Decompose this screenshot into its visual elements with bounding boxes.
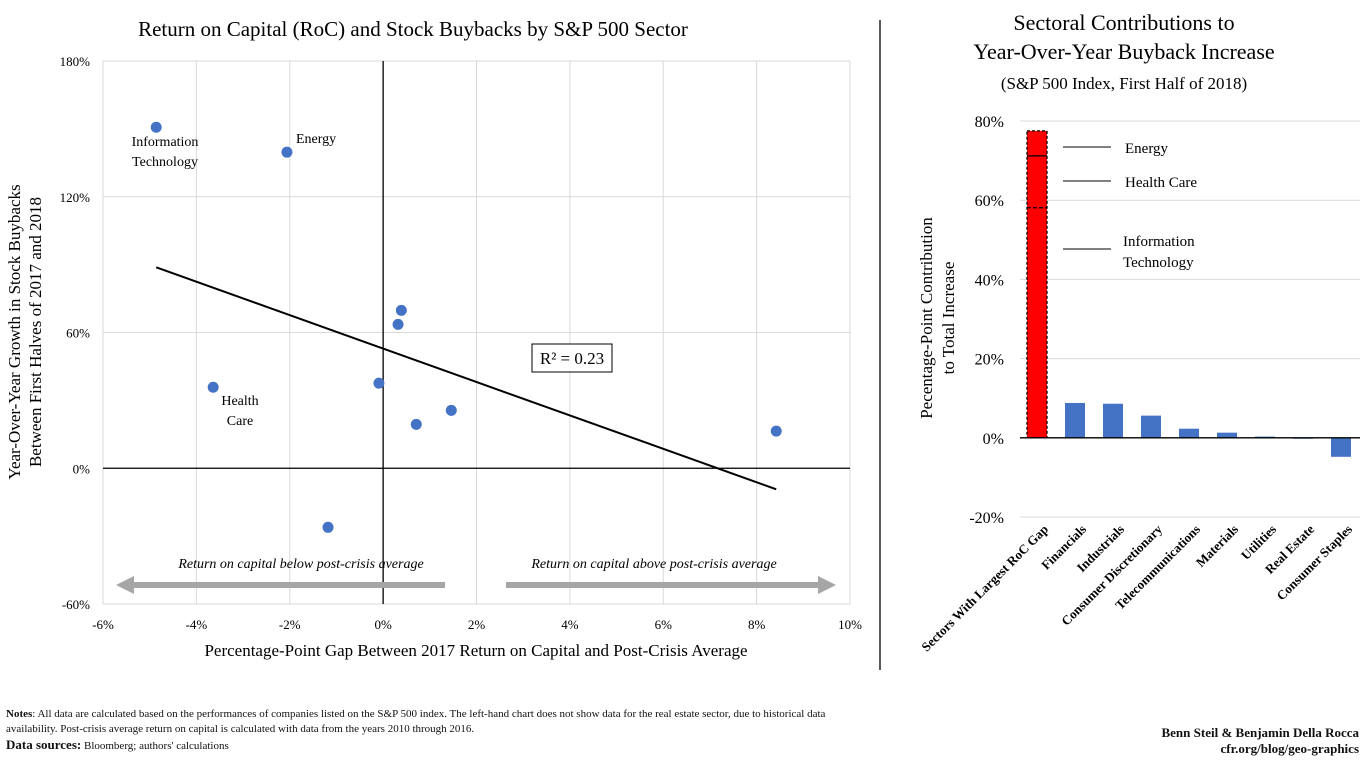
bar-subtitle: (S&P 500 Index, First Half of 2018)	[1001, 74, 1247, 93]
notes-text: : All data are calculated based on the p…	[6, 708, 826, 735]
y-axis-title-line: Year-Over-Year Growth in Stock Buybacks	[5, 184, 24, 479]
bar-y-tick-label: 40%	[975, 272, 1004, 289]
y-tick-label: 60%	[66, 326, 90, 341]
point-label: Health	[221, 394, 258, 409]
y-tick-label: 180%	[60, 54, 91, 69]
sources-label: Data sources:	[6, 737, 82, 752]
bar-category-label: Materials	[1193, 522, 1241, 570]
x-tick-label: 6%	[655, 617, 673, 632]
bar-y-tick-label: 60%	[975, 193, 1004, 210]
point-label: Energy	[296, 132, 336, 147]
scatter-point	[373, 377, 385, 389]
bar	[1217, 432, 1237, 438]
bar-y-tick-label: 80%	[975, 114, 1004, 131]
bar-y-axis-title-line: Pecentage-Point Contribution	[917, 217, 936, 419]
bar-sectors-largest-roc-gap	[1026, 130, 1048, 439]
credit: Benn Steil & Benjamin Della Rocca cfr.or…	[1161, 725, 1359, 757]
bar-y-tick-label: 0%	[983, 431, 1004, 448]
x-tick-label: 8%	[748, 617, 766, 632]
scatter-point	[150, 121, 162, 133]
y-tick-label: 120%	[60, 190, 91, 205]
notes: Notes: All data are calculated based on …	[6, 707, 876, 754]
bar-y-tick-label: 20%	[975, 352, 1004, 369]
arrow-right-head	[818, 576, 836, 594]
scatter-point	[395, 304, 407, 316]
sources-text: Bloomberg; authors' calculations	[81, 740, 229, 752]
scatter-point	[322, 521, 334, 533]
arrow-left-head	[116, 576, 134, 594]
bar	[1141, 415, 1161, 438]
y-tick-label: -60%	[62, 597, 90, 612]
segment-label: Health Care	[1125, 175, 1197, 191]
credit-authors: Benn Steil & Benjamin Della Rocca	[1161, 725, 1359, 740]
r2-box	[531, 343, 613, 373]
scatter-point	[770, 425, 782, 437]
point-label: Care	[227, 414, 253, 429]
y-tick-label: 0%	[73, 461, 91, 476]
bar-title: Year-Over-Year Buyback Increase	[973, 39, 1274, 64]
bar	[1065, 402, 1085, 438]
point-label: Information	[132, 135, 199, 150]
bar-category-label: Sectors With Largest RoC Gap	[918, 522, 1051, 655]
x-axis-title: Percentage-Point Gap Between 2017 Return…	[204, 641, 747, 660]
bar	[1103, 403, 1123, 438]
bar	[1179, 428, 1199, 438]
r2-label: R² = 0.23	[540, 349, 604, 368]
segment-label: Technology	[1123, 255, 1194, 271]
bar-y-axis-title: Pecentage-Point Contribution to Total Inc…	[917, 217, 958, 419]
x-tick-label: 0%	[374, 617, 392, 632]
segment-label: Information	[1123, 234, 1195, 250]
annotation-above: Return on capital above post-crisis aver…	[530, 557, 776, 572]
bar-y-tick-label: -20%	[969, 510, 1004, 527]
x-tick-label: -4%	[186, 617, 208, 632]
scatter-point	[207, 381, 219, 393]
scatter-point	[410, 418, 422, 430]
point-label: Technology	[132, 155, 198, 170]
scatter-point	[281, 146, 293, 158]
x-tick-label: -2%	[279, 617, 301, 632]
notes-label: Notes	[6, 708, 33, 720]
bar	[1331, 437, 1351, 457]
y-axis-title-line: Between First Halves of 2017 and 2018	[26, 197, 45, 467]
credit-site: cfr.org/blog/geo-graphics	[1220, 741, 1359, 756]
y-axis-title: Year-Over-Year Growth in Stock Buybacks B…	[5, 184, 45, 479]
annotation-below: Return on capital below post-crisis aver…	[177, 557, 423, 572]
scatter-title: Return on Capital (RoC) and Stock Buybac…	[138, 17, 688, 41]
scatter-point	[445, 404, 457, 416]
x-tick-label: 4%	[561, 617, 579, 632]
segment-label: Energy	[1125, 141, 1169, 157]
bar-title: Sectoral Contributions to	[1013, 10, 1234, 35]
x-tick-label: -6%	[92, 617, 114, 632]
x-tick-label: 2%	[468, 617, 486, 632]
trendline	[155, 266, 777, 491]
scatter-point	[392, 318, 404, 330]
x-tick-label: 10%	[838, 617, 862, 632]
bar-y-axis-title-line: to Total Increase	[939, 262, 958, 375]
